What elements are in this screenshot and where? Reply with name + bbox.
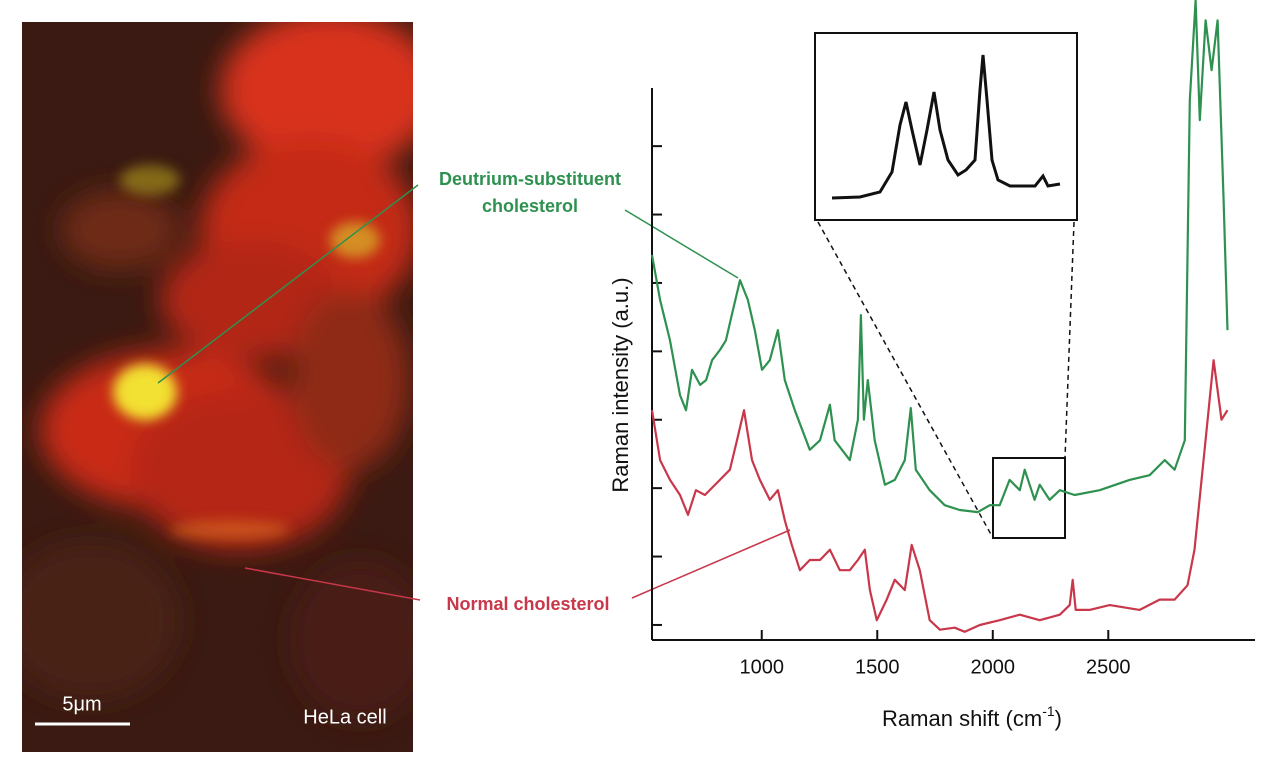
x-axis-title-part: Raman shift (cm <box>882 706 1042 731</box>
series-line <box>650 0 1229 514</box>
y-axis-title: Raman intensity (a.u.) <box>608 277 633 492</box>
image-label: HeLa cell <box>303 706 386 728</box>
scale-bar-label: 5μm <box>62 693 101 715</box>
x-axis-title-part: ) <box>1055 706 1062 731</box>
x-tick-label: 2500 <box>1086 656 1131 678</box>
inset <box>814 32 1078 539</box>
x-axis-title: Raman shift (cm-1) <box>882 703 1062 731</box>
annotation-leaders <box>157 184 791 601</box>
series-label: Deutrium-substituent <box>439 169 621 189</box>
x-tick-label: 1000 <box>739 656 784 678</box>
x-tick-label: 1500 <box>855 656 900 678</box>
series-line <box>650 359 1229 633</box>
micrograph: 5μm HeLa cell <box>22 22 413 752</box>
x-tick-label: 2000 <box>971 656 1016 678</box>
x-axis-title-sup: -1 <box>1042 703 1055 719</box>
series-label: cholesterol <box>482 196 578 216</box>
series-label: Normal cholesterol <box>446 594 609 614</box>
